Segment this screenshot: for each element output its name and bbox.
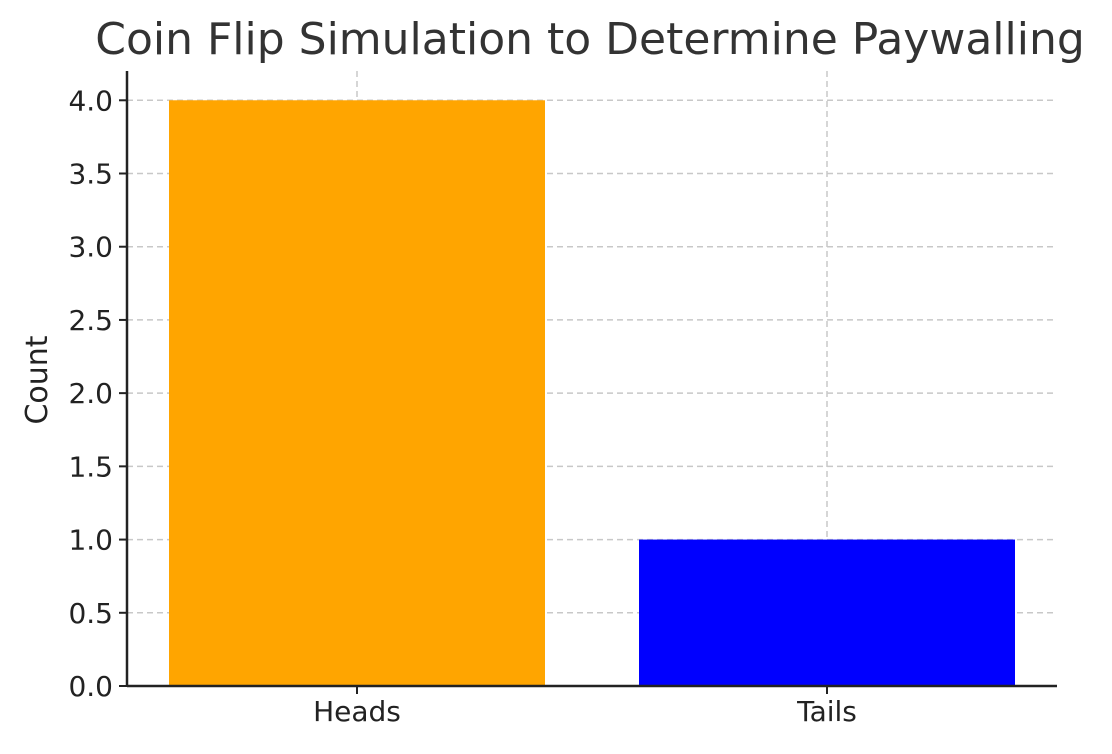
y-tick-label: 2.5	[68, 304, 113, 337]
y-tick-label: 1.5	[68, 450, 113, 483]
x-tick-label-heads: Heads	[313, 695, 401, 728]
bar-heads	[169, 100, 545, 687]
chart-title: Coin Flip Simulation to Determine Paywal…	[95, 14, 1085, 65]
bars	[169, 100, 1015, 687]
y-tick-label: 0.0	[68, 670, 113, 703]
y-tick-label: 4.0	[68, 84, 113, 117]
y-tick-label: 2.0	[68, 377, 113, 410]
axes	[119, 71, 1057, 694]
x-tick-label-tails: Tails	[796, 695, 857, 728]
bar-tails	[639, 539, 1015, 686]
y-axis-label: Count	[20, 335, 55, 424]
y-tick-label: 3.5	[68, 158, 113, 191]
y-tick-label: 3.0	[68, 231, 113, 264]
tick-labels: 0.0 0.5 1.0 1.5 2.0 2.5 3.0 3.5 4.0 Heads Tails	[68, 84, 856, 728]
y-tick-label: 0.5	[68, 597, 113, 630]
y-tick-label: 1.0	[68, 524, 113, 557]
